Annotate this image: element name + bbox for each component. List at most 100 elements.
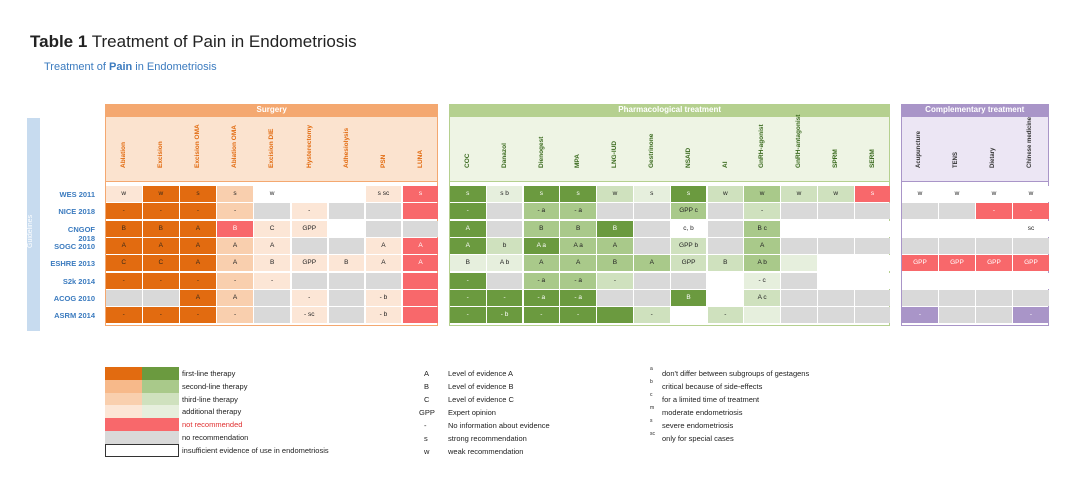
legend-note: moderate endometriosis <box>662 408 743 417</box>
column-header: Ablation OMA <box>231 125 239 168</box>
legend-swatch <box>105 367 142 380</box>
table-cell: - b <box>486 307 523 324</box>
table-cell <box>254 289 290 306</box>
column-header: COC <box>464 153 471 168</box>
table-cell: GPP <box>1013 255 1049 272</box>
table-cell <box>939 272 975 289</box>
subtitle-part-b: Pain <box>109 61 133 73</box>
table-cell <box>902 272 938 289</box>
table-cell: - <box>1013 203 1049 220</box>
table-cell <box>854 255 891 272</box>
table-cell <box>818 237 854 254</box>
table-cell: A <box>180 289 216 306</box>
table-cell <box>818 289 854 306</box>
group-header-0: Surgery <box>105 104 439 116</box>
legend-note: severe endometriosis <box>662 421 734 430</box>
legend-swatch <box>142 379 179 393</box>
table-cell: - a <box>560 289 596 306</box>
subtitle-part-c: in Endometriosis <box>132 61 217 73</box>
legend-text: no recommendation <box>182 433 249 442</box>
column-header: Acupuncture <box>916 130 922 168</box>
table-cell <box>328 237 365 254</box>
table-cell <box>328 307 365 324</box>
table-cell: B <box>217 220 253 237</box>
table-cell: - <box>143 203 179 220</box>
table-cell <box>781 307 817 324</box>
table-cell: - <box>291 203 327 220</box>
table-cell: - <box>560 307 596 324</box>
table-cell: A <box>450 237 486 254</box>
table-cell <box>902 220 938 237</box>
table-cell <box>939 220 975 237</box>
table-cell <box>707 272 744 289</box>
table-cell: A a <box>523 237 560 254</box>
table-cell: B <box>597 255 633 272</box>
table-cell <box>670 307 707 324</box>
table-cell <box>365 272 402 289</box>
table-cell: w <box>143 186 179 202</box>
legend-note-key: m <box>650 405 655 411</box>
column-header: Chinese medicine <box>1027 116 1033 168</box>
table-cell <box>634 237 670 254</box>
legend-value: Level of evidence C <box>448 395 514 404</box>
table-cell <box>976 237 1012 254</box>
table-cell <box>402 307 439 324</box>
table-cell <box>1013 272 1049 289</box>
legend-note-key: c <box>650 392 653 398</box>
legend-text: third-line therapy <box>182 394 238 404</box>
table-cell: C <box>143 255 179 272</box>
table-cell: A <box>450 220 486 237</box>
table-cell <box>902 203 938 220</box>
table-cell <box>781 255 817 272</box>
table-cell: - <box>744 203 780 220</box>
legend-swatch <box>105 392 142 406</box>
table-cell <box>854 220 891 237</box>
table-cell: A <box>634 255 670 272</box>
table-cell: - <box>707 307 744 324</box>
table-cell: - a <box>560 272 596 289</box>
legend-text: insufficient evidence of use in endometr… <box>182 445 329 455</box>
guidelines-bar <box>27 118 40 331</box>
legend-note-key: sc <box>650 431 655 437</box>
table-cell: - <box>254 272 290 289</box>
table-cell: GPP <box>976 255 1012 272</box>
table-cell: A <box>744 237 780 254</box>
table-cell: - <box>902 307 938 324</box>
table-cell: B <box>523 220 560 237</box>
table-cell <box>106 289 142 306</box>
table-cell: - <box>143 272 179 289</box>
table-cell: B <box>560 220 596 237</box>
table-cell: s <box>523 186 560 202</box>
table-cell <box>486 203 523 220</box>
column-header: LNG-IUD <box>611 140 619 168</box>
table-cell: B <box>670 289 707 306</box>
table-cell <box>781 203 817 220</box>
table-cell <box>976 307 1012 324</box>
table-cell: - <box>450 289 486 306</box>
legend-swatch <box>142 367 179 380</box>
table-cell: B <box>254 255 290 272</box>
table-cell: w <box>818 186 854 202</box>
table-cell: A <box>365 255 402 272</box>
table-cell: A <box>143 237 179 254</box>
table-cell <box>976 272 1012 289</box>
legend-swatch <box>105 379 142 393</box>
table-cell: - <box>523 307 560 324</box>
table-cell: - <box>106 203 142 220</box>
table-cell: GPP b <box>670 237 707 254</box>
table-cell <box>597 307 633 324</box>
table-cell <box>854 272 891 289</box>
table-cell: - <box>217 307 253 324</box>
legend-swatch <box>105 431 179 444</box>
table-cell: - a <box>523 289 560 306</box>
table-cell <box>1013 289 1049 306</box>
table-cell: A <box>217 289 253 306</box>
table-cell: - <box>486 289 523 306</box>
table-cell: w <box>597 186 633 202</box>
table-cell: - a <box>523 203 560 220</box>
table-cell: - <box>450 203 486 220</box>
column-header: MPA <box>574 154 582 168</box>
table-cell <box>291 186 327 202</box>
table-cell: A b <box>744 255 780 272</box>
legend-note-key: b <box>650 379 653 385</box>
